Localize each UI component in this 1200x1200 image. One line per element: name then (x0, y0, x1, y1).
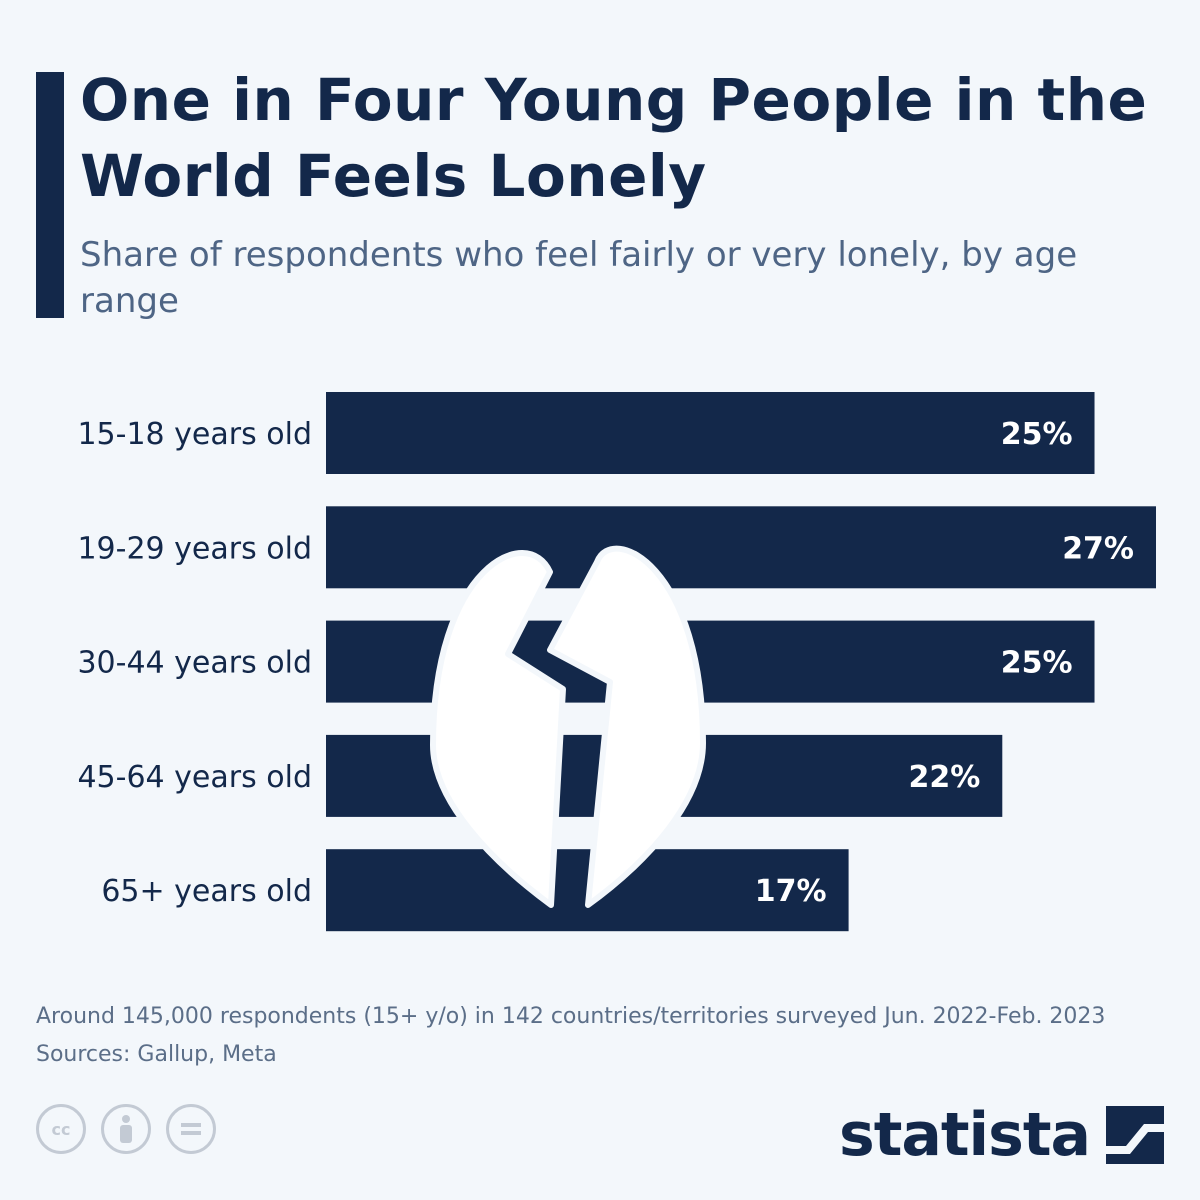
category-label: 15-18 years old (77, 417, 312, 452)
broken-heart-icon (430, 545, 706, 908)
statista-logo-icon (1106, 1106, 1164, 1164)
attribution-icon[interactable] (101, 1104, 151, 1154)
bar-2 (326, 506, 1156, 589)
category-label: 45-64 years old (77, 760, 312, 795)
brand-wordmark: statista (838, 1100, 1091, 1170)
value-label: 17% (755, 874, 827, 909)
category-label: 19-29 years old (77, 531, 312, 566)
sources-line: Sources: Gallup, Meta (36, 1042, 277, 1067)
license-icons: cc (36, 1104, 216, 1154)
chart-subtitle: Share of respondents who feel fairly or … (80, 235, 1078, 321)
bar-1 (326, 392, 1095, 474)
bar-chart: 15-18 years old 25% 19-29 years old 27% 30-4… (77, 392, 1156, 932)
survey-note: Around 145,000 respondents (15+ y/o) in … (36, 1004, 1106, 1029)
statista-logo[interactable]: statista (839, 1100, 1164, 1170)
value-label: 22% (908, 760, 980, 795)
value-label: 27% (1062, 531, 1134, 566)
value-label: 25% (1001, 417, 1073, 452)
category-label: 65+ years old (101, 874, 312, 909)
value-label: 25% (1001, 646, 1073, 681)
category-label: 30-44 years old (77, 646, 312, 681)
title-accent-bar (36, 72, 64, 318)
page-title: One in Four Young People in the World Fe… (80, 66, 1148, 210)
cc-icon[interactable]: cc (36, 1104, 86, 1154)
no-derivatives-icon[interactable] (166, 1104, 216, 1154)
footnote: Around 145,000 respondents (15+ y/o) in … (36, 998, 1176, 1074)
